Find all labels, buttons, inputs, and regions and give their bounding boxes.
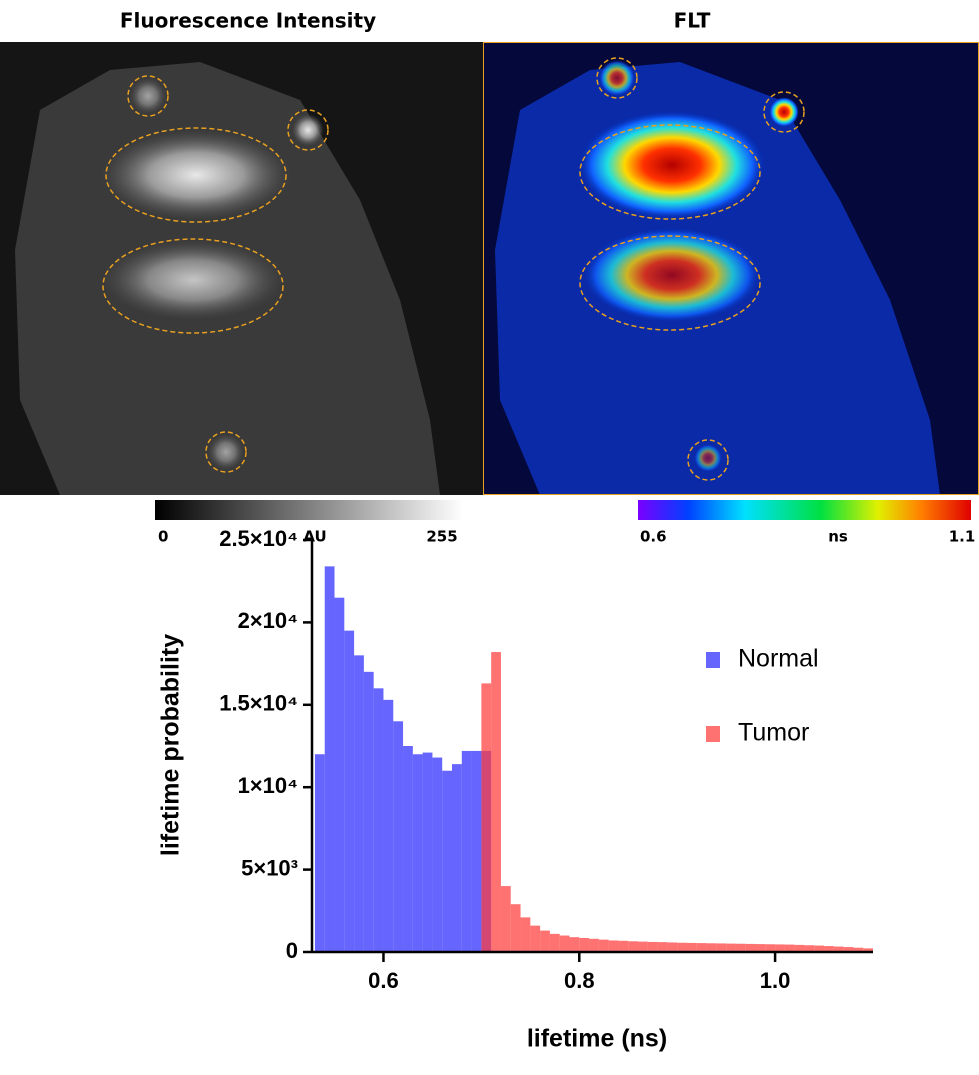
bar xyxy=(628,941,639,952)
bar xyxy=(745,943,756,952)
bar xyxy=(814,945,825,952)
bar xyxy=(403,746,413,952)
bar xyxy=(500,886,511,952)
bar xyxy=(647,941,658,952)
colorbar-label: 1.1 xyxy=(949,528,976,546)
bar xyxy=(471,750,482,952)
bar xyxy=(853,947,864,952)
colorbar xyxy=(155,500,463,520)
bar xyxy=(452,764,462,952)
bar xyxy=(618,940,629,952)
y-tick-label: 1×10⁴ xyxy=(238,773,298,798)
bar xyxy=(363,671,374,952)
bar xyxy=(677,942,687,952)
bar xyxy=(726,943,736,952)
y-tick-label: 2.5×10⁴ xyxy=(219,526,298,551)
bar xyxy=(432,757,443,952)
x-tick-label: 1.0 xyxy=(760,968,791,993)
bar xyxy=(559,935,570,952)
colorbar-label: 0 xyxy=(158,528,168,546)
bar xyxy=(520,917,531,952)
bar xyxy=(824,946,834,952)
bar xyxy=(735,943,746,952)
y-axis-label: lifetime probability xyxy=(157,634,185,856)
bar xyxy=(540,930,550,952)
panel-title: FLT xyxy=(674,9,711,33)
bar xyxy=(696,943,707,952)
bar xyxy=(608,940,619,952)
legend-label: Tumor xyxy=(738,719,809,747)
bar xyxy=(549,933,560,952)
bar xyxy=(442,770,453,952)
bar xyxy=(843,947,854,952)
bar xyxy=(794,944,805,952)
legend-swatch xyxy=(706,652,720,668)
x-axis-label: lifetime (ns) xyxy=(527,1025,667,1053)
intensity-image xyxy=(0,42,483,495)
bar xyxy=(579,937,590,952)
legend-swatch xyxy=(706,726,720,742)
plot: 0 5×10³ 1×10⁴ 1.5×10⁴ 2×10⁴ 2.5×10⁴ 0.6 0.8 1.0 N… xyxy=(219,526,873,993)
bar xyxy=(324,566,335,952)
bar xyxy=(569,937,580,952)
legend-label: Normal xyxy=(738,645,819,673)
bar xyxy=(354,655,364,952)
y-tick-label: 2×10⁴ xyxy=(238,608,298,633)
bar xyxy=(383,699,394,952)
y-tick-label: 0 xyxy=(286,938,298,963)
colorbar xyxy=(638,500,971,520)
bar xyxy=(598,939,609,952)
x-tick-label: 0.8 xyxy=(564,968,595,993)
colorbar-label: 0.6 xyxy=(640,528,667,546)
bar xyxy=(706,943,717,952)
y-tick-label: 5×10³ xyxy=(241,855,298,880)
bar xyxy=(638,941,648,952)
bar xyxy=(344,630,355,952)
bar xyxy=(393,721,404,952)
bar xyxy=(510,904,521,952)
bar xyxy=(784,944,795,952)
bar xyxy=(412,754,423,952)
bar xyxy=(589,938,599,952)
flt-image xyxy=(483,42,979,495)
bar xyxy=(422,752,433,952)
bar xyxy=(804,945,815,952)
bar xyxy=(491,652,501,952)
bar xyxy=(667,942,678,952)
colorbar-label: ns xyxy=(828,528,848,546)
bar xyxy=(833,946,844,952)
bar xyxy=(481,683,492,952)
colorbar-label: 255 xyxy=(426,528,457,546)
bar xyxy=(755,944,766,952)
bar xyxy=(775,944,785,952)
bar xyxy=(657,942,668,952)
bar xyxy=(461,750,472,952)
panel-title: Fluorescence Intensity xyxy=(120,9,376,33)
bar xyxy=(765,944,776,952)
y-tick-label: 1.5×10⁴ xyxy=(219,691,298,716)
bar xyxy=(530,925,541,952)
bar xyxy=(314,754,325,952)
bar xyxy=(373,688,384,952)
bar xyxy=(686,942,697,952)
x-tick-label: 0.6 xyxy=(368,968,399,993)
bar xyxy=(716,943,727,952)
bar xyxy=(334,597,345,952)
colorbar-label: AU xyxy=(303,528,326,546)
bar xyxy=(863,948,873,952)
